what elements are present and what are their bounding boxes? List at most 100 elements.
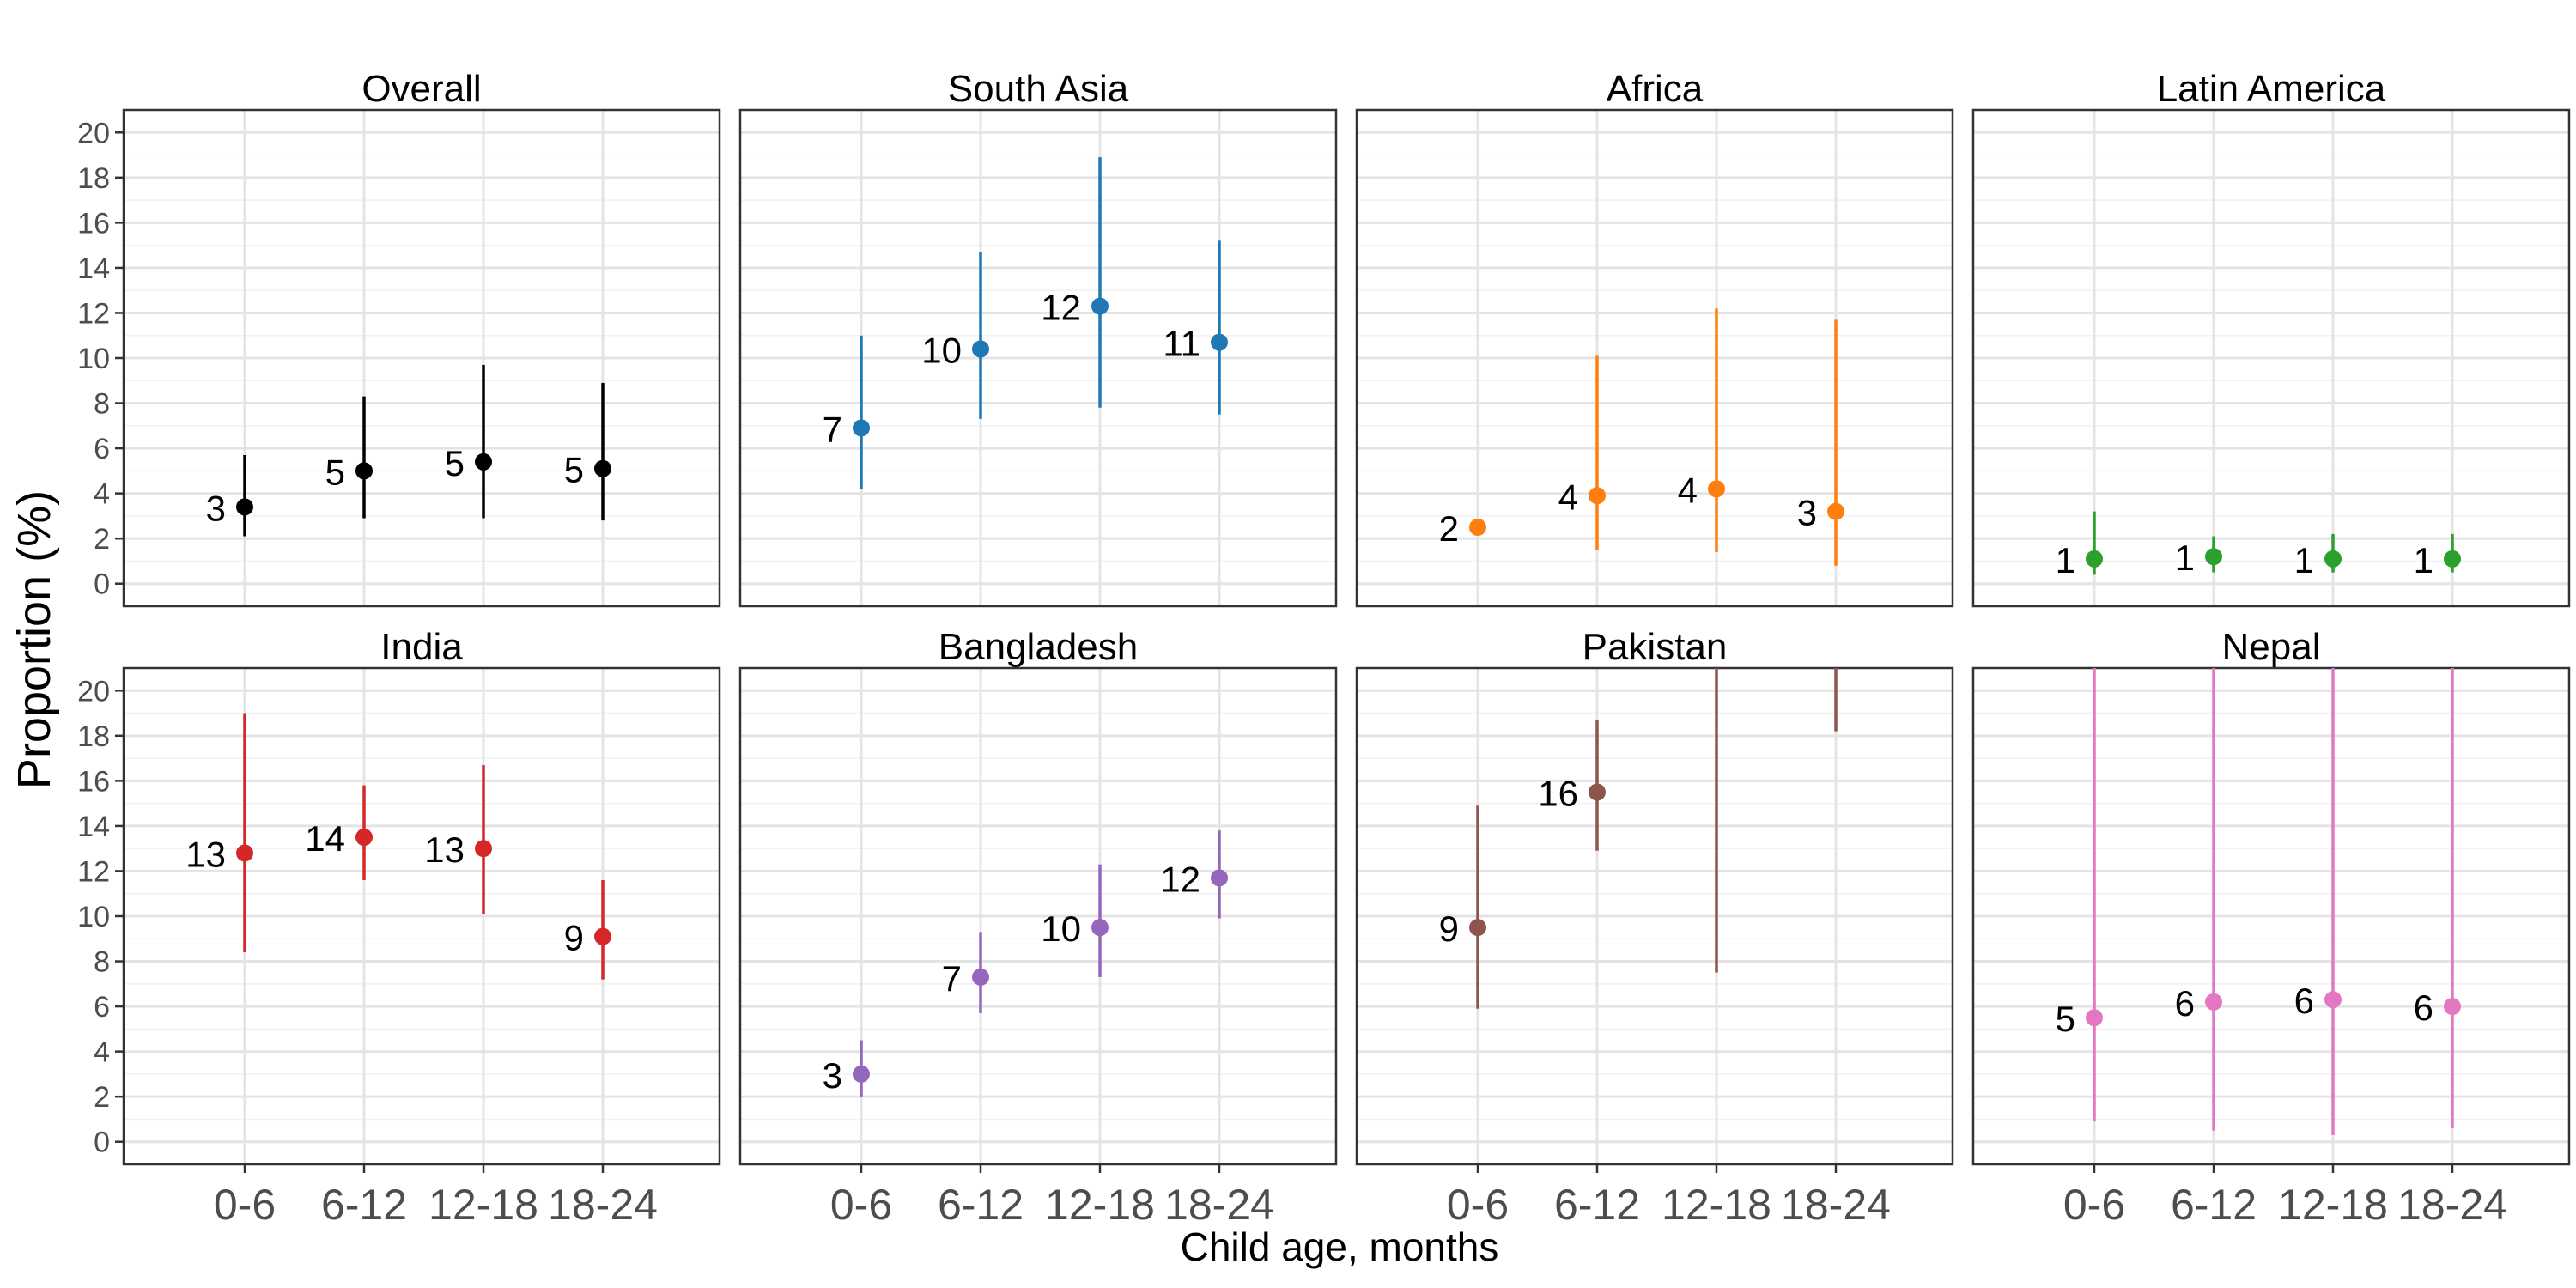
panel-africa: Africa 2 4 4 3 bbox=[1355, 68, 1954, 608]
data-point bbox=[236, 498, 253, 516]
y-tick-label: 18 bbox=[77, 162, 110, 195]
x-tick-label: 12-18 bbox=[1662, 1181, 1771, 1229]
data-label: 7 bbox=[823, 409, 842, 449]
data-label: 5 bbox=[2056, 999, 2075, 1039]
x-tick-label: 12-18 bbox=[1045, 1181, 1155, 1229]
data-label: 6 bbox=[2414, 987, 2433, 1028]
data-point bbox=[475, 840, 492, 858]
data-point bbox=[1091, 919, 1109, 937]
y-tick-label: 4 bbox=[94, 1036, 110, 1069]
y-tick-label: 2 bbox=[94, 1081, 110, 1114]
x-tick-label: 0-6 bbox=[214, 1181, 276, 1229]
y-tick-label: 14 bbox=[77, 252, 110, 285]
data-point bbox=[1211, 333, 1228, 351]
x-tick-label: 12-18 bbox=[428, 1181, 538, 1229]
panel-overall: Overall 0 2 4 6 8 10 12 14 16 18 20 3 5 5 5 bbox=[77, 68, 721, 608]
panel-india: India 0 2 4 6 8 10 12 14 16 18 20 0-6 6-12 12-18 18-24 1… bbox=[77, 626, 721, 1229]
data-label: 6 bbox=[2175, 983, 2195, 1024]
data-label: 16 bbox=[1538, 774, 1578, 814]
data-point bbox=[355, 829, 373, 847]
data-point bbox=[2205, 993, 2222, 1011]
x-tick-label: 18-24 bbox=[1781, 1181, 1891, 1229]
data-point bbox=[2324, 550, 2342, 568]
data-label: 3 bbox=[1797, 493, 1817, 533]
y-tick-label: 16 bbox=[77, 765, 110, 798]
y-tick-label: 4 bbox=[94, 478, 110, 511]
panel-title: India bbox=[380, 626, 463, 668]
data-label: 12 bbox=[1041, 288, 1081, 328]
data-point bbox=[972, 340, 989, 358]
x-tick-label: 18-24 bbox=[548, 1181, 658, 1229]
data-label: 1 bbox=[2056, 540, 2075, 580]
x-tick-label: 0-6 bbox=[2063, 1181, 2125, 1229]
y-tick-label: 8 bbox=[94, 388, 110, 421]
panel-title: Bangladesh bbox=[939, 626, 1138, 668]
data-point bbox=[2444, 998, 2461, 1016]
data-point bbox=[1589, 783, 1606, 801]
panel-border bbox=[1971, 666, 2571, 1166]
panel-title: Pakistan bbox=[1583, 626, 1728, 668]
y-tick-label: 2 bbox=[94, 523, 110, 556]
y-tick-label: 20 bbox=[77, 675, 110, 708]
data-label: 10 bbox=[921, 330, 962, 370]
y-axis-title: Proportion (%) bbox=[9, 490, 60, 789]
data-point bbox=[1708, 480, 1725, 498]
panel-border bbox=[738, 108, 1338, 608]
x-tick-label: 0-6 bbox=[1447, 1181, 1509, 1229]
data-label: 7 bbox=[942, 958, 962, 999]
y-tick-label: 12 bbox=[77, 855, 110, 888]
data-point bbox=[2324, 991, 2342, 1009]
y-tick-label: 0 bbox=[94, 1127, 110, 1159]
panel-border bbox=[1971, 108, 2571, 608]
data-label: 13 bbox=[185, 834, 226, 874]
panel-title: Overall bbox=[361, 68, 481, 110]
x-tick-label: 12-18 bbox=[2278, 1181, 2388, 1229]
x-tick-label: 6-12 bbox=[321, 1181, 407, 1229]
panel-border bbox=[738, 666, 1338, 1166]
data-label: 10 bbox=[1041, 908, 1081, 949]
panel-south-asia: South Asia 7 10 12 11 bbox=[738, 68, 1338, 608]
y-tick-label: 18 bbox=[77, 720, 110, 753]
data-point bbox=[2086, 550, 2103, 568]
data-point bbox=[1469, 519, 1486, 537]
x-axis-title: Child age, months bbox=[1181, 1224, 1499, 1269]
panel-bangladesh: Bangladesh 0-6 6-12 12-18 18-24 3 7 10 12 bbox=[738, 626, 1338, 1229]
data-point bbox=[1091, 297, 1109, 315]
data-label: 5 bbox=[445, 443, 465, 483]
data-point bbox=[972, 968, 989, 986]
y-tick-label: 6 bbox=[94, 991, 110, 1024]
y-tick-label: 10 bbox=[77, 343, 110, 375]
x-tick-label: 0-6 bbox=[830, 1181, 892, 1229]
data-point bbox=[594, 459, 611, 477]
data-label: 11 bbox=[1163, 324, 1200, 364]
y-tick-label: 16 bbox=[77, 207, 110, 240]
x-tick-label: 18-24 bbox=[1164, 1181, 1274, 1229]
data-point bbox=[1469, 919, 1486, 937]
data-label: 9 bbox=[564, 918, 584, 958]
data-point bbox=[2205, 548, 2222, 566]
data-label: 13 bbox=[424, 829, 465, 870]
data-point bbox=[475, 453, 492, 471]
data-label: 6 bbox=[2294, 981, 2314, 1021]
data-point bbox=[1827, 502, 1844, 520]
data-label: 4 bbox=[1558, 477, 1578, 517]
panel-border bbox=[1355, 108, 1954, 608]
data-label: 5 bbox=[564, 450, 584, 490]
y-tick-label: 20 bbox=[77, 117, 110, 149]
data-point bbox=[853, 1065, 870, 1083]
panel-latin-america: Latin America 1 1 1 1 bbox=[1971, 68, 2571, 608]
y-tick-label: 14 bbox=[77, 811, 110, 843]
data-point bbox=[1211, 869, 1228, 887]
panel-title: Latin America bbox=[2157, 68, 2386, 110]
panel-title: Africa bbox=[1607, 68, 1704, 110]
data-point bbox=[1589, 487, 1606, 505]
data-label: 3 bbox=[823, 1055, 842, 1096]
panel-title: Nepal bbox=[2222, 626, 2321, 668]
data-label: 2 bbox=[1439, 508, 1459, 549]
data-label: 12 bbox=[1160, 859, 1200, 899]
x-tick-label: 6-12 bbox=[938, 1181, 1024, 1229]
x-tick-label: 18-24 bbox=[2397, 1181, 2507, 1229]
data-point bbox=[2086, 1009, 2103, 1027]
data-point bbox=[594, 927, 611, 945]
